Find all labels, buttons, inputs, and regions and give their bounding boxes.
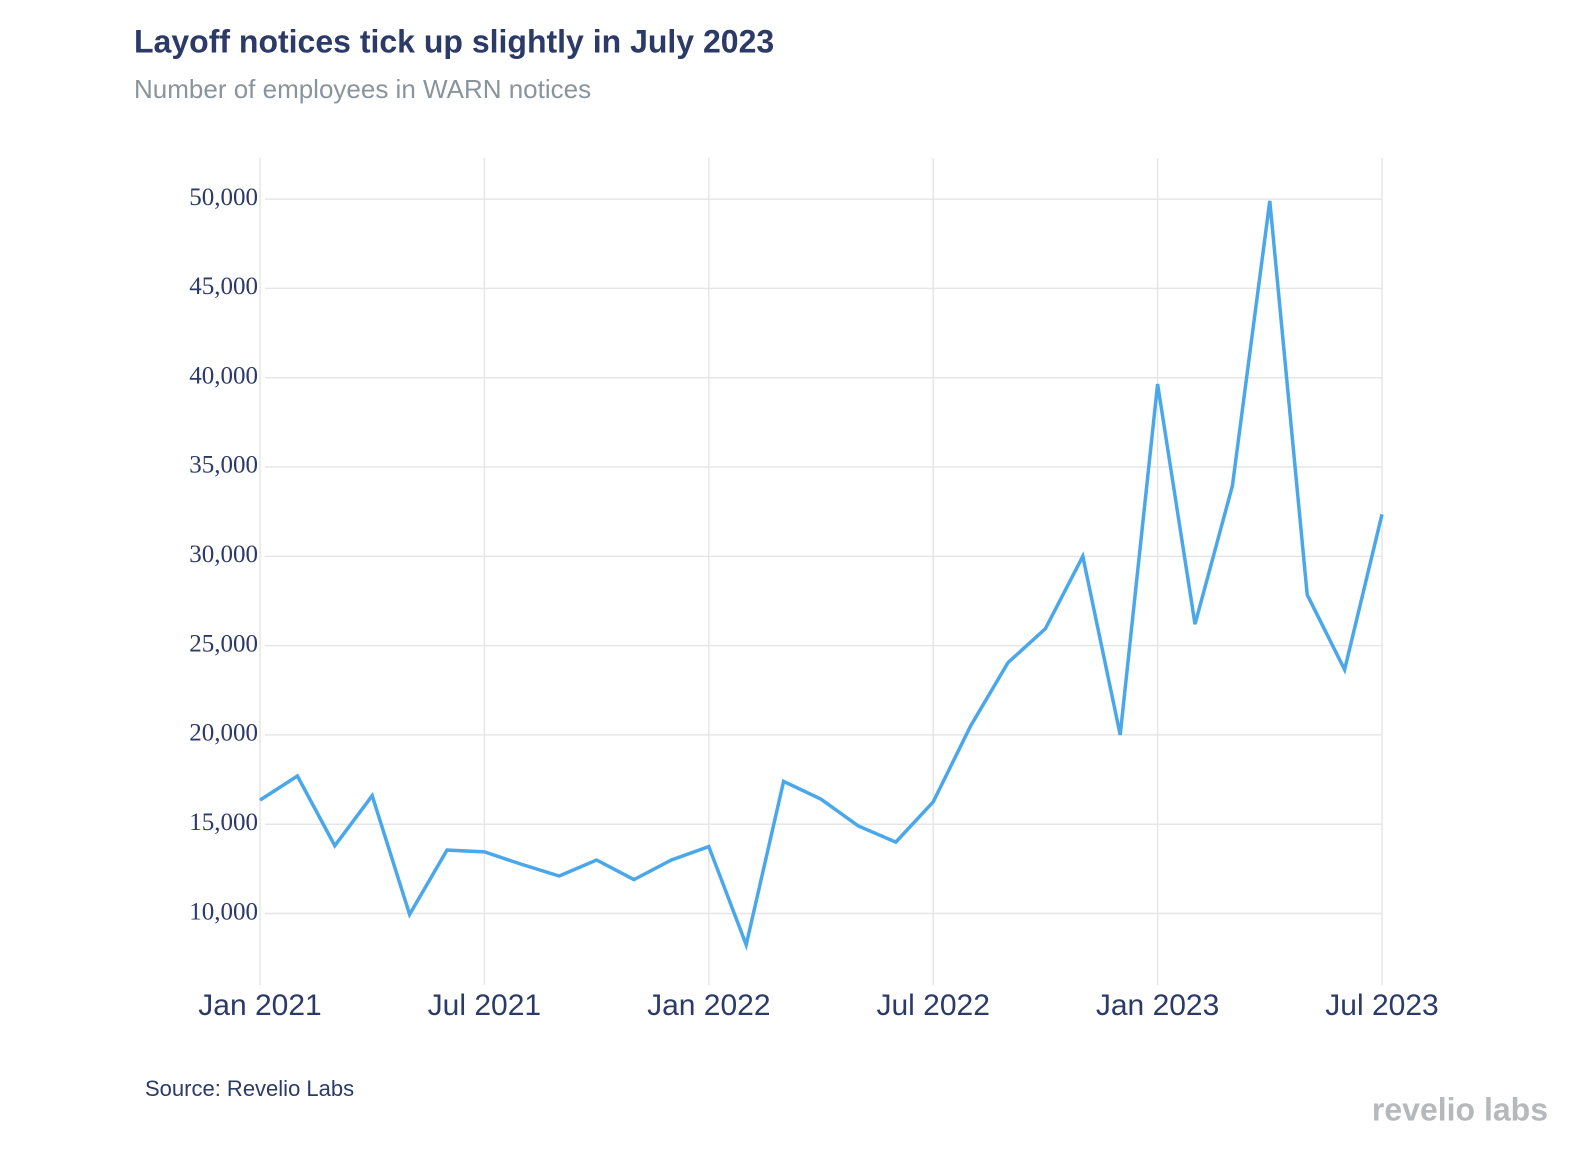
source: Source: Revelio Labs xyxy=(145,1076,354,1101)
y-tick-label: 35,000 xyxy=(189,452,258,479)
x-tick-label: Jul 2022 xyxy=(876,989,989,1022)
y-tick-label: 20,000 xyxy=(189,720,258,747)
x-tick-label: Jan 2021 xyxy=(198,989,321,1022)
y-tick-label: 50,000 xyxy=(189,184,258,211)
line xyxy=(259,200,1384,951)
x-tick-label: Jul 2023 xyxy=(1325,989,1438,1022)
y-tick-label: 45,000 xyxy=(189,273,258,300)
y-tick-label: 40,000 xyxy=(189,362,258,389)
logo: revelio labs xyxy=(1372,1091,1548,1127)
chart-title: Layoff notices tick up slightly in July … xyxy=(134,23,774,59)
chart-subtitle: Number of employees in WARN notices xyxy=(134,74,591,104)
x-tick-label: Jul 2021 xyxy=(428,989,541,1022)
y-tick-label: 10,000 xyxy=(189,898,258,925)
x-tick-label: Jan 2022 xyxy=(647,989,770,1022)
y-tick-label: 15,000 xyxy=(189,809,258,836)
x-tick-label: Jan 2023 xyxy=(1096,989,1219,1022)
grid xyxy=(259,158,1383,985)
y-tick-label: 30,000 xyxy=(189,541,258,568)
y-tick-label: 25,000 xyxy=(189,630,258,657)
